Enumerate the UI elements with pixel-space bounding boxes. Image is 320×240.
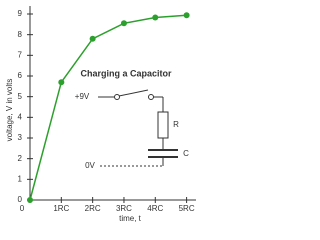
point xyxy=(58,79,65,86)
y-tick-label: 9 xyxy=(18,9,23,18)
x-tick-label: 0 xyxy=(20,204,25,213)
annotation: C xyxy=(183,149,189,158)
point xyxy=(27,197,33,203)
y-tick-label: 5 xyxy=(18,92,23,101)
annotation: Charging a Capacitor xyxy=(80,68,172,78)
y-axis-label: voltage, V in volts xyxy=(5,79,14,142)
x-tick-label: 4RC xyxy=(147,204,163,213)
y-tick-label: 4 xyxy=(18,112,23,121)
x-tick-label: 2RC xyxy=(85,204,101,213)
terminal xyxy=(148,94,154,100)
curve xyxy=(29,14,187,201)
annotation: +9V xyxy=(75,92,90,101)
y-tick-label: 1 xyxy=(18,174,23,183)
annotation: R xyxy=(173,120,179,129)
x-tick-label: 1RC xyxy=(53,204,69,213)
chart: Charging a Capacitor +9V R C 0V time, t … xyxy=(5,6,196,223)
x-axis-label: time, t xyxy=(119,214,142,223)
terminal xyxy=(114,94,120,100)
y-tick-label: 3 xyxy=(18,133,23,142)
resistor xyxy=(157,111,169,139)
x-tick-label: 3RC xyxy=(116,204,132,213)
point xyxy=(89,35,96,42)
y-tick-label: 7 xyxy=(18,50,23,59)
y-tick-label: 6 xyxy=(18,71,23,80)
point xyxy=(152,14,159,21)
annotation: 0V xyxy=(85,161,95,170)
point xyxy=(120,20,127,27)
y-tick-label: 0 xyxy=(18,195,23,204)
y-tick-label: 2 xyxy=(18,154,23,163)
circuit xyxy=(98,89,178,167)
x-tick-label: 5RC xyxy=(179,204,195,213)
switch xyxy=(118,89,149,97)
point xyxy=(183,12,190,19)
y-tick-label: 8 xyxy=(18,30,23,39)
